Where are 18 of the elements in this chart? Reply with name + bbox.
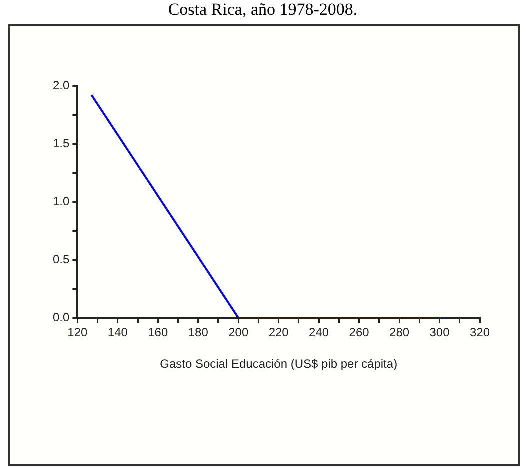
x-tick-label: 120 (68, 326, 88, 340)
chart-title: Costa Rica, año 1978-2008. (167, 0, 359, 21)
x-tick-label: 200 (228, 326, 249, 340)
x-axis-title: Gasto Social Educación (US$ pib per cápita) (160, 357, 398, 372)
x-tick-label: 180 (188, 326, 209, 340)
x-tick-label: 260 (349, 326, 370, 340)
x-tick-label: 220 (268, 326, 290, 340)
x-tick-label: 240 (309, 326, 330, 340)
x-tick-label: 300 (430, 326, 450, 340)
y-tick-label: 1.0 (52, 194, 70, 208)
x-tick-label: 280 (390, 326, 410, 340)
x-tick-label: 140 (108, 326, 128, 340)
y-tick-label: 0.5 (52, 252, 70, 266)
y-tick-label: 1.5 (52, 136, 70, 150)
x-tick-label: 320 (470, 326, 490, 340)
text: 0.0 (52, 310, 70, 325)
y-tick-label: 2.0 (52, 78, 70, 92)
x-tick-label: 160 (148, 326, 168, 340)
